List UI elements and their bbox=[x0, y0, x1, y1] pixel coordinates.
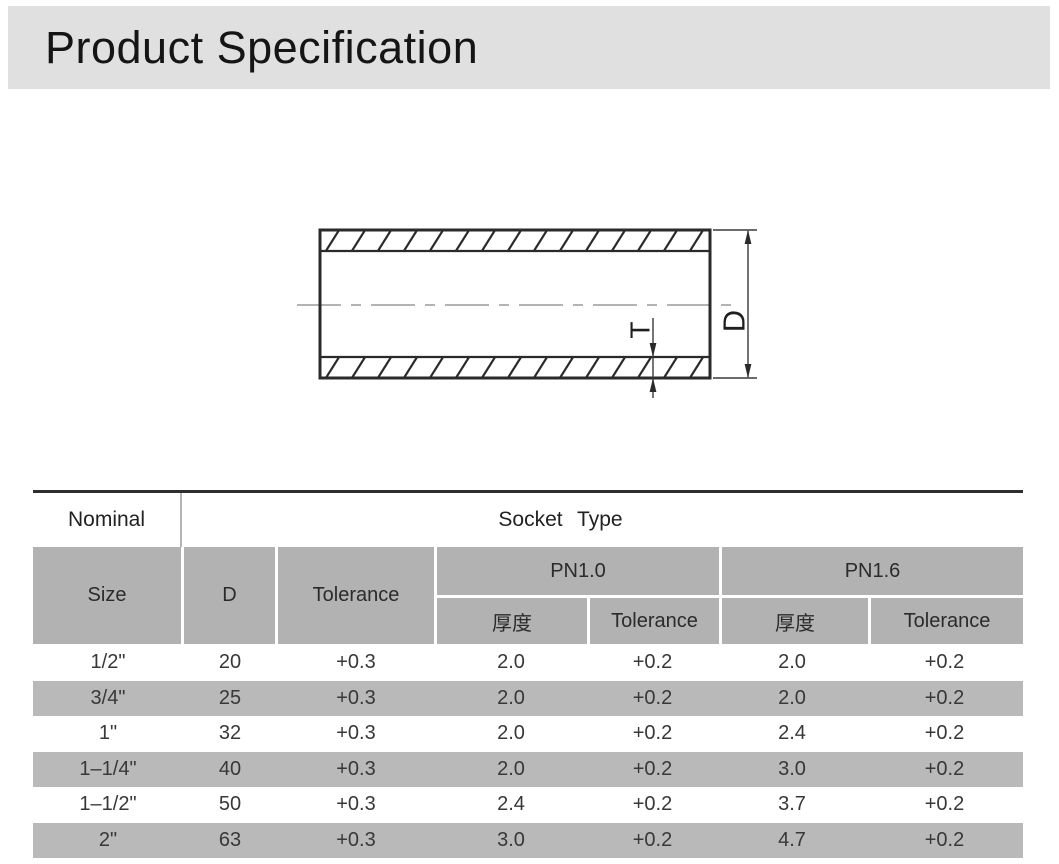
table-cell: 2.0 bbox=[778, 686, 806, 709]
header-socket-type: Socket Type bbox=[498, 508, 623, 531]
table-cell: 2.0 bbox=[497, 757, 525, 780]
spec-table: Nominal Socket Type Size D Tolerance PN1… bbox=[33, 490, 1023, 858]
table-cell: 3/4" bbox=[90, 686, 126, 709]
table-cell: 2.4 bbox=[497, 793, 525, 815]
table-cell: 3.0 bbox=[497, 828, 525, 851]
top-wall-hatch bbox=[320, 230, 710, 251]
bottom-wall-hatch bbox=[320, 357, 710, 378]
table-cell: 32 bbox=[218, 722, 242, 744]
table-cell: +0.3 bbox=[336, 722, 376, 744]
header-tolerance: Tolerance bbox=[278, 547, 434, 644]
table-row: 1" 32 +0.3 2.0 +0.2 2.4 +0.2 bbox=[33, 716, 1023, 752]
table-top-header-row: Nominal Socket Type bbox=[33, 490, 1023, 547]
table-cell: 3.7 bbox=[778, 793, 806, 815]
table-cell: 2.0 bbox=[497, 651, 525, 673]
header-d: D bbox=[184, 547, 275, 644]
header-pn16-tolerance: Tolerance bbox=[871, 598, 1023, 644]
table-row: 1/2" 20 +0.3 2.0 +0.2 2.0 +0.2 bbox=[33, 645, 1023, 681]
header-pn10-thickness: 厚度 bbox=[437, 598, 587, 644]
table-cell: +0.2 bbox=[924, 793, 965, 815]
header-pn16: PN1.6 bbox=[722, 547, 1023, 595]
page-title: Product Specification bbox=[45, 21, 479, 73]
header-nominal: Nominal bbox=[33, 493, 182, 547]
table-cell: +0.3 bbox=[336, 757, 376, 780]
table-cell: +0.2 bbox=[632, 722, 673, 744]
arrow-up-icon bbox=[744, 230, 752, 244]
table-cell: +0.3 bbox=[336, 793, 376, 815]
table-cell: 40 bbox=[218, 757, 242, 780]
thickness-dimension: T bbox=[625, 318, 657, 398]
page-header: Product Specification bbox=[8, 6, 1050, 89]
table-cell: +0.2 bbox=[632, 757, 673, 780]
table-cell: 1–1/2" bbox=[79, 793, 137, 815]
table-cell: +0.3 bbox=[336, 686, 376, 709]
table-column-headers: Size D Tolerance PN1.0 PN1.6 厚度 Toleranc… bbox=[33, 547, 1023, 644]
table-cell: +0.2 bbox=[632, 651, 673, 673]
arrow-down-icon bbox=[649, 343, 657, 357]
table-row: 1–1/4" 40 +0.3 2.0 +0.2 3.0 +0.2 bbox=[33, 751, 1023, 787]
table-cell: 1/2" bbox=[90, 651, 126, 673]
table-cell: 2" bbox=[98, 828, 118, 851]
table-row: 3/4" 25 +0.3 2.0 +0.2 2.0 +0.2 bbox=[33, 680, 1023, 716]
table-cell: +0.2 bbox=[632, 828, 673, 851]
header-size: Size bbox=[33, 547, 181, 644]
arrow-up-icon bbox=[649, 378, 657, 392]
table-cell: 3.0 bbox=[778, 757, 806, 780]
table-cell: 2.0 bbox=[778, 651, 806, 673]
table-cell: +0.2 bbox=[924, 686, 965, 709]
table-cell: 63 bbox=[218, 828, 242, 851]
table-cell: 2.4 bbox=[778, 722, 806, 744]
table-row: 2" 63 +0.3 3.0 +0.2 4.7 +0.2 bbox=[33, 822, 1023, 858]
diameter-label: D bbox=[717, 310, 752, 332]
table-cell: +0.2 bbox=[924, 757, 965, 780]
table-cell: 2.0 bbox=[497, 686, 525, 709]
pipe-outline bbox=[318, 228, 712, 380]
thickness-label: T bbox=[625, 321, 656, 338]
table-cell: 1" bbox=[98, 722, 118, 744]
table-cell: 20 bbox=[218, 651, 242, 673]
table-cell: 2.0 bbox=[497, 722, 525, 744]
pipe-cross-section-diagram: T D bbox=[297, 228, 757, 398]
header-pn10-tolerance: Tolerance bbox=[590, 598, 719, 644]
table-row: 1–1/2" 50 +0.3 2.4 +0.2 3.7 +0.2 bbox=[33, 787, 1023, 823]
table-cell: +0.2 bbox=[924, 828, 965, 851]
spec-table-body: 1/2" 20 +0.3 2.0 +0.2 2.0 +0.2 3/4" 25 +0.3 2.0 +0.… bbox=[33, 645, 1023, 858]
table-cell: +0.2 bbox=[632, 793, 673, 815]
header-pn16-thickness: 厚度 bbox=[722, 598, 868, 644]
table-cell: 1–1/4" bbox=[79, 757, 137, 780]
table-cell: +0.2 bbox=[632, 686, 673, 709]
pipe-walls bbox=[318, 228, 712, 380]
table-cell: 25 bbox=[218, 686, 242, 709]
table-cell: 50 bbox=[218, 793, 242, 815]
arrow-down-icon bbox=[744, 364, 752, 378]
table-cell: +0.2 bbox=[924, 722, 965, 744]
table-cell: +0.3 bbox=[336, 828, 376, 851]
table-cell: 4.7 bbox=[778, 828, 806, 851]
table-cell: +0.3 bbox=[336, 651, 376, 673]
diameter-dimension: D bbox=[713, 229, 757, 379]
header-pn10: PN1.0 bbox=[437, 547, 719, 595]
table-cell: +0.2 bbox=[924, 651, 965, 673]
